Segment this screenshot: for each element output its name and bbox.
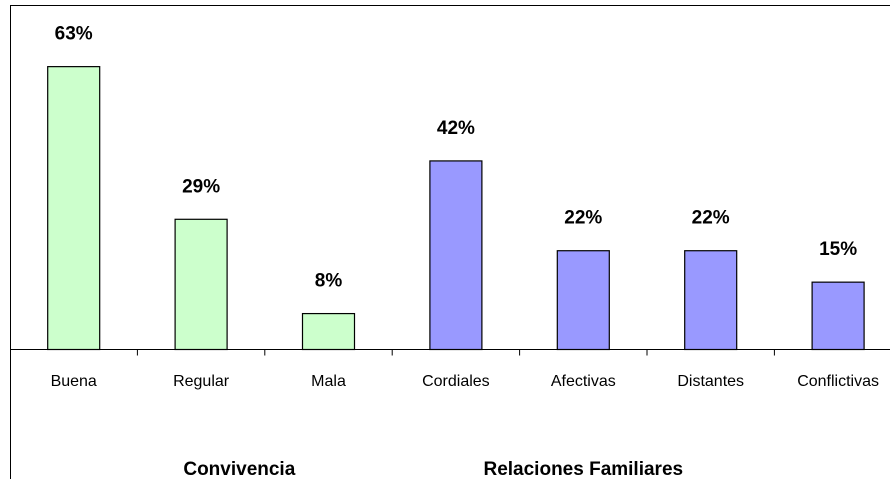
bar bbox=[684, 250, 738, 351]
group-label: Convivencia bbox=[183, 459, 295, 479]
x-tick-label: Conflictivas bbox=[797, 373, 879, 390]
x-tick-label: Mala bbox=[311, 373, 346, 390]
bar bbox=[174, 218, 228, 351]
x-tick-label: Distantes bbox=[677, 373, 744, 390]
x-tick-label: Regular bbox=[173, 373, 230, 390]
value-label: 8% bbox=[315, 271, 343, 292]
bar bbox=[429, 160, 483, 351]
value-label: 15% bbox=[819, 239, 857, 260]
value-label: 22% bbox=[564, 208, 602, 229]
group-label: Relaciones Familiares bbox=[483, 459, 683, 479]
x-tick-label: Buena bbox=[51, 373, 97, 390]
value-label: 22% bbox=[692, 208, 730, 229]
bar bbox=[556, 250, 610, 351]
x-tick-label: Cordiales bbox=[422, 373, 490, 390]
x-tick-label: Afectivas bbox=[551, 373, 616, 390]
bar bbox=[301, 312, 356, 351]
value-label: 63% bbox=[55, 24, 93, 45]
value-label: 29% bbox=[182, 176, 220, 197]
bar bbox=[811, 281, 865, 351]
bar bbox=[47, 66, 101, 351]
value-label: 42% bbox=[437, 118, 475, 139]
